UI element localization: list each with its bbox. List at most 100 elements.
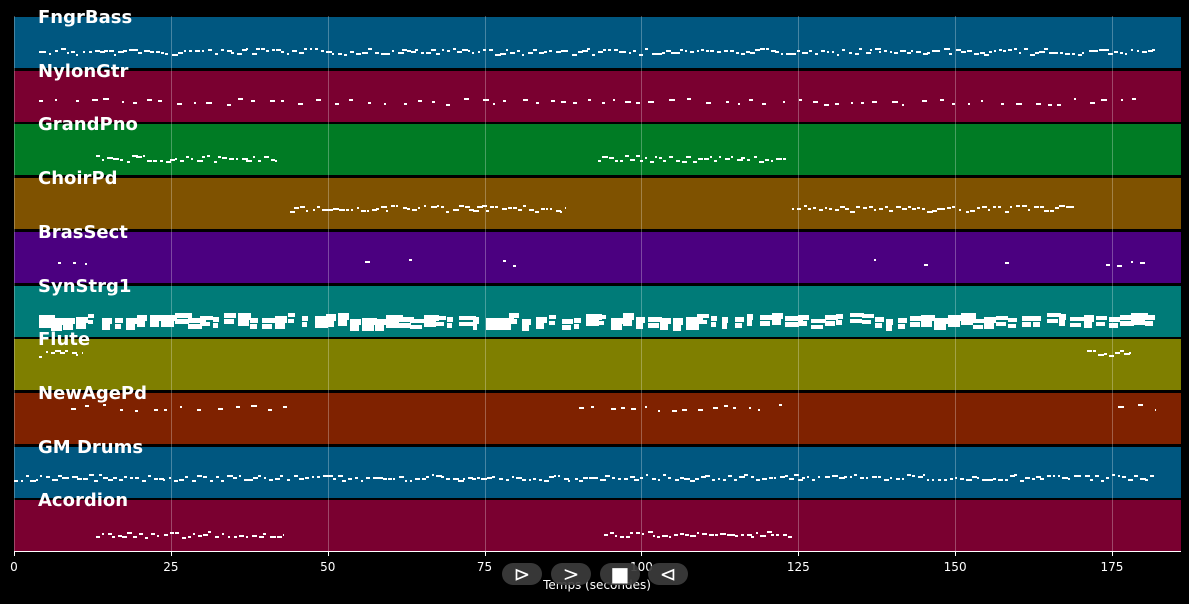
note [671, 52, 677, 54]
note [147, 160, 153, 163]
note [212, 316, 220, 322]
note [850, 211, 856, 214]
note [92, 98, 98, 101]
note [658, 409, 661, 412]
note [710, 50, 714, 52]
note [889, 210, 894, 213]
play-button[interactable]: ⊳ [502, 563, 542, 585]
note [71, 352, 77, 355]
note [66, 52, 70, 54]
note [260, 48, 265, 50]
note [862, 319, 872, 324]
note [784, 315, 803, 321]
note [836, 313, 844, 319]
note [1036, 475, 1042, 478]
note [706, 101, 711, 104]
note [383, 477, 388, 480]
note [1149, 474, 1154, 477]
note [417, 99, 423, 102]
note [40, 474, 43, 477]
note [631, 407, 637, 410]
note [959, 477, 965, 480]
note [233, 536, 237, 539]
fast-forward-button[interactable]: > [551, 563, 591, 585]
x-tick-label: 75 [476, 560, 493, 574]
note [406, 50, 411, 52]
note [103, 97, 110, 100]
note [718, 156, 722, 159]
note [1121, 98, 1124, 101]
note [118, 478, 124, 481]
note [996, 315, 1008, 320]
note [725, 158, 730, 161]
note [246, 160, 252, 163]
note [623, 51, 626, 53]
note [635, 322, 644, 329]
x-tick [484, 552, 486, 556]
note [420, 52, 424, 54]
track-label: GM Drums [38, 436, 144, 458]
note [1058, 319, 1065, 326]
note [588, 476, 594, 479]
track-label: NylonGtr [38, 60, 129, 82]
note [169, 159, 175, 162]
note [1014, 48, 1018, 50]
note [750, 52, 756, 54]
note [533, 477, 537, 480]
note [290, 211, 296, 214]
note [59, 352, 65, 355]
note [127, 532, 132, 535]
note [76, 316, 89, 323]
note [633, 50, 636, 52]
note [361, 317, 377, 325]
note [790, 53, 796, 55]
note [600, 478, 606, 481]
note [657, 536, 661, 539]
note [265, 50, 269, 52]
note [877, 475, 881, 478]
note [163, 534, 169, 537]
note [282, 534, 284, 537]
note [884, 50, 887, 52]
note [645, 157, 648, 160]
note [1084, 320, 1092, 328]
note [357, 207, 360, 210]
note [972, 318, 986, 323]
note [601, 101, 605, 104]
stop-button[interactable]: ■ [600, 563, 640, 585]
note [103, 476, 109, 479]
note [45, 475, 50, 478]
note [134, 49, 138, 51]
note [270, 159, 276, 162]
note [176, 102, 182, 105]
note [765, 48, 769, 50]
note [701, 49, 704, 51]
note [622, 312, 635, 320]
note [784, 474, 788, 477]
note [331, 53, 334, 55]
note [594, 476, 598, 479]
note [722, 316, 729, 323]
note [158, 477, 165, 480]
note [314, 315, 332, 322]
note [435, 53, 440, 55]
note [723, 50, 729, 52]
note [883, 478, 890, 481]
note [258, 160, 262, 163]
note [708, 534, 715, 537]
note [286, 53, 289, 55]
note [859, 48, 862, 50]
note [1073, 97, 1077, 100]
note [937, 208, 942, 211]
note [792, 208, 794, 211]
rewind-button[interactable]: ⊲ [648, 563, 688, 585]
note [878, 51, 882, 53]
note [855, 53, 859, 55]
note [952, 206, 956, 209]
note [1119, 350, 1125, 353]
note [123, 50, 128, 52]
gridline [327, 16, 329, 551]
note [561, 50, 566, 52]
note [414, 49, 419, 51]
note [662, 535, 668, 538]
